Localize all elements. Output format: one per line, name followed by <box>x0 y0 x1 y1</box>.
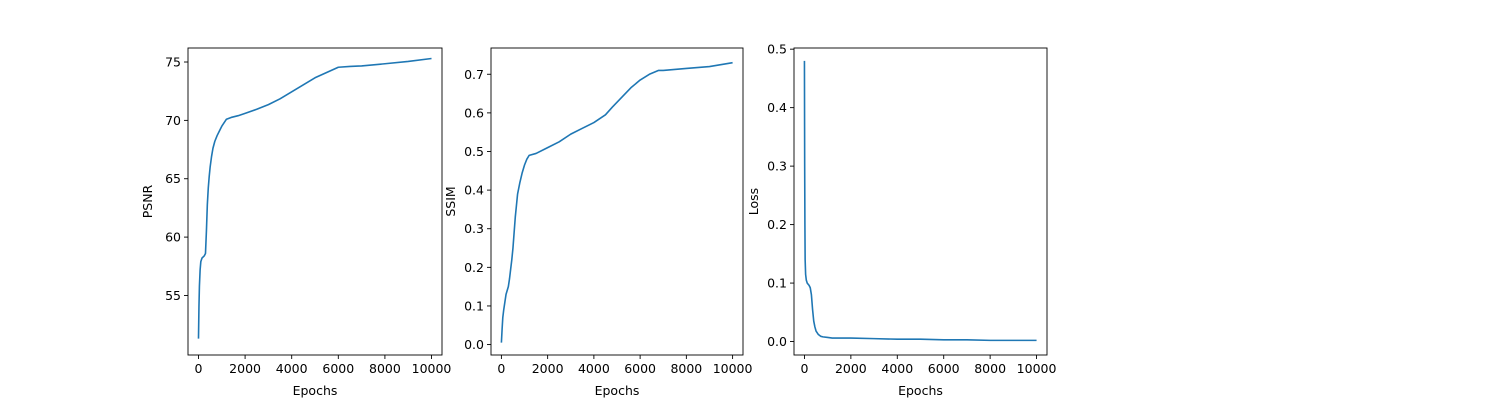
y-tick-label: 75 <box>165 55 181 70</box>
x-tick-label: 0 <box>800 361 808 376</box>
y-tick-label: 0.4 <box>767 100 787 115</box>
y-tick-label: 0.6 <box>464 105 484 120</box>
y-tick-label: 0.5 <box>767 42 787 57</box>
x-tick-label: 10000 <box>713 361 753 376</box>
x-tick-label: 6000 <box>928 361 960 376</box>
series-line-0 <box>197 57 432 339</box>
x-tick-label: 4000 <box>881 361 913 376</box>
x-tick-label: 10000 <box>412 361 452 376</box>
x-tick-label: 8000 <box>369 361 401 376</box>
y-tick-label: 0.3 <box>464 221 484 236</box>
y-tick-label: 70 <box>165 113 181 128</box>
x-tick-label: 10000 <box>1017 361 1057 376</box>
y-tick-label: 55 <box>165 288 181 303</box>
x-axis-label: Epochs <box>293 383 338 398</box>
y-tick-label: 0.2 <box>767 217 787 232</box>
y-tick-label: 0.2 <box>464 260 484 275</box>
y-tick-label: 0.5 <box>464 144 484 159</box>
axes-frame <box>187 47 443 356</box>
x-tick-label: 6000 <box>322 361 354 376</box>
x-tick-label: 4000 <box>578 361 610 376</box>
y-axis-label: Loss <box>746 188 761 215</box>
y-tick-label: 0.1 <box>767 276 787 291</box>
x-tick-label: 0 <box>497 361 505 376</box>
y-axis-label: PSNR <box>140 184 155 218</box>
x-tick-label: 6000 <box>624 361 656 376</box>
y-tick-label: 0.0 <box>767 334 787 349</box>
y-axis-label: SSIM <box>443 186 458 216</box>
y-tick-label: 0.7 <box>464 67 484 82</box>
axes-frame <box>490 47 744 356</box>
x-tick-label: 8000 <box>974 361 1006 376</box>
x-axis-label: Epochs <box>898 383 943 398</box>
y-tick-label: 0.1 <box>464 298 484 313</box>
y-tick-label: 60 <box>165 230 181 245</box>
axes-frame <box>793 47 1048 356</box>
y-tick-label: 65 <box>165 171 181 186</box>
series-line-0 <box>500 61 733 343</box>
y-tick-label: 0.3 <box>767 159 787 174</box>
x-tick-label: 4000 <box>276 361 308 376</box>
x-tick-label: 2000 <box>835 361 867 376</box>
x-tick-label: 2000 <box>229 361 261 376</box>
chart-panel-0: 0 2000 4000 6000 8000 10000 55 60 65 70 75 Epochs PS… <box>140 47 452 398</box>
y-tick-label: 0.4 <box>464 183 484 198</box>
y-tick-label: 0.0 <box>464 337 484 352</box>
x-tick-label: 2000 <box>532 361 564 376</box>
x-axis-label: Epochs <box>595 383 640 398</box>
chart-panel-1: 0 2000 4000 6000 8000 10000 0.0 0.1 0.2 0.3 0.4 0.5… <box>443 47 753 398</box>
series-line-0 <box>803 60 1037 342</box>
chart-panel-2: 0 2000 4000 6000 8000 10000 0.0 0.1 0.2 0.3 0.4 0.5… <box>746 42 1056 398</box>
x-tick-label: 8000 <box>670 361 702 376</box>
x-tick-label: 0 <box>195 361 203 376</box>
